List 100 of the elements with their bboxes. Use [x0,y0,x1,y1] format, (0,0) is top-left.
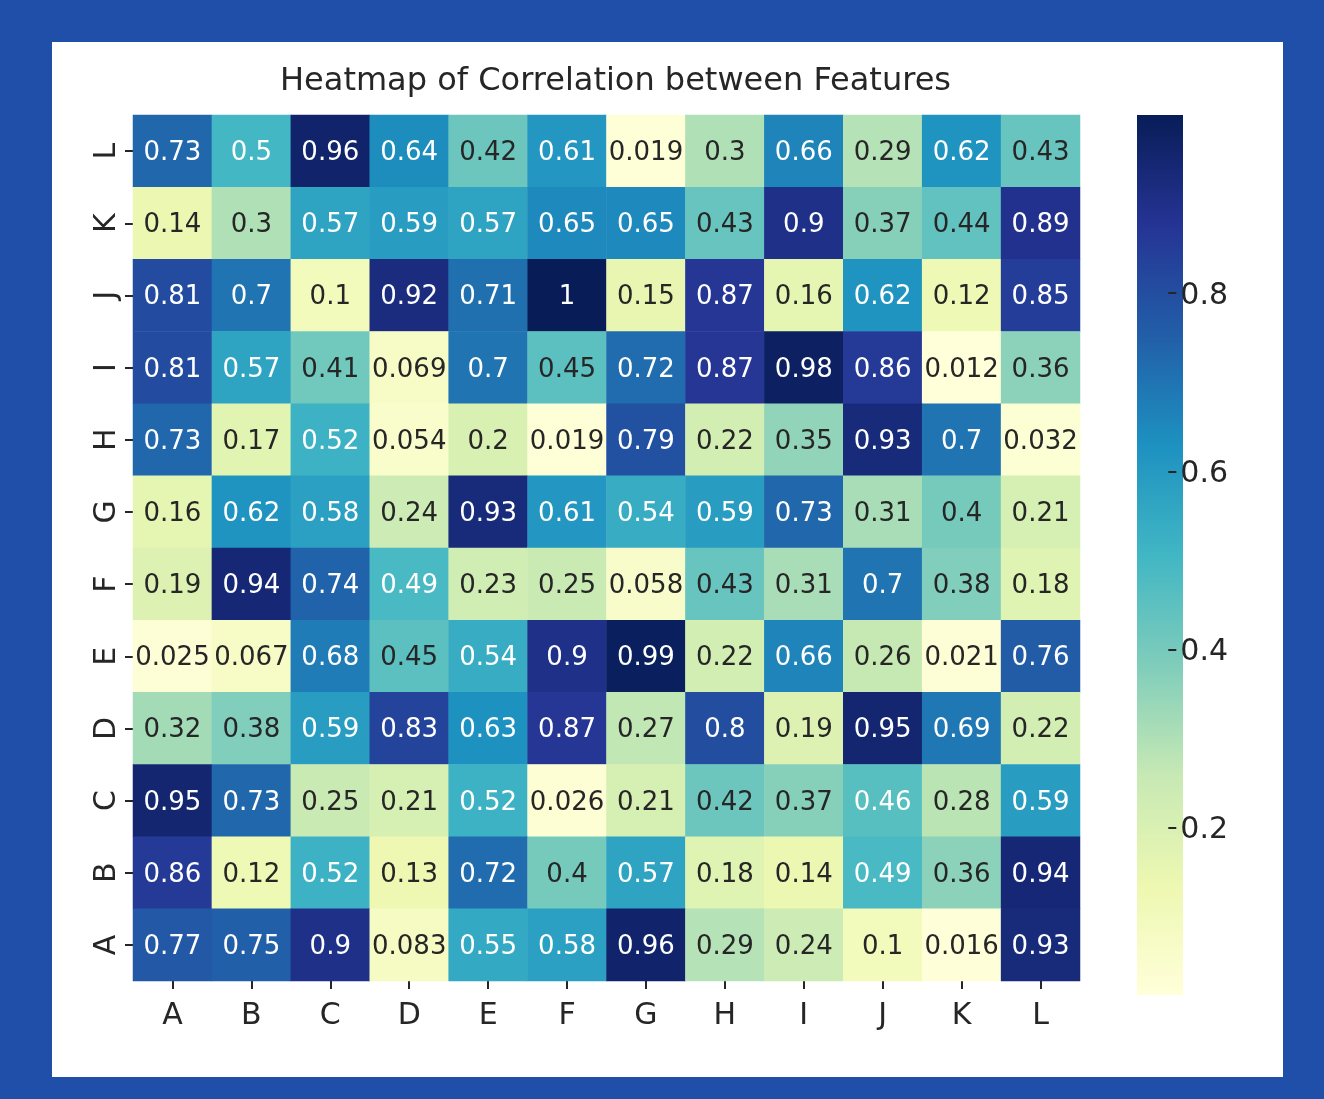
y-tick-label: I [86,363,122,373]
data-label: 0.49 [380,569,439,600]
data-label: 0.21 [617,785,675,816]
x-tick-label: L [1032,995,1050,1031]
data-label: 0.46 [853,785,912,816]
chart-title: Heatmap of Correlation between Features [280,60,951,98]
x-tick-label: K [951,995,973,1031]
data-label: 0.4 [546,857,588,888]
data-label: 0.1 [862,929,904,960]
x-tick-label: E [478,995,498,1031]
y-tick-label: D [86,716,122,740]
data-label: 0.57 [617,857,675,888]
data-label: 0.52 [301,857,360,888]
data-label: 0.18 [1011,569,1070,600]
data-label: 0.95 [143,785,202,816]
data-label: 0.45 [538,352,596,383]
data-label: 0.62 [932,136,991,167]
data-label: 0.016 [924,929,999,960]
data-label: 0.62 [222,496,281,527]
data-label: 0.69 [932,713,991,744]
data-label: 0.89 [1011,208,1070,239]
data-label: 0.13 [380,857,439,888]
x-tick-label: F [558,995,576,1031]
data-label: 0.99 [617,641,675,672]
y-tick-label: F [86,575,122,593]
data-label: 0.68 [301,641,360,672]
data-label: 0.019 [529,424,605,455]
data-label: 0.59 [695,496,754,527]
data-label: 0.52 [301,424,360,455]
y-tick-label: G [86,500,122,524]
data-label: 0.62 [853,280,912,311]
data-label: 0.96 [617,929,675,960]
data-label: 0.17 [222,424,281,455]
data-label: 0.5 [230,136,273,167]
data-label: 0.22 [1011,713,1070,744]
data-label: 0.3 [704,136,746,167]
data-label: 0.93 [853,424,912,455]
data-label: 0.63 [459,713,518,744]
data-label: 0.87 [695,352,754,383]
data-label: 0.019 [608,136,684,167]
data-label: 0.067 [214,641,289,672]
data-label: 0.19 [774,713,833,744]
data-label: 0.054 [371,424,447,455]
data-label: 0.85 [1011,280,1070,311]
data-label: 0.032 [1003,424,1078,455]
y-tick-label: J [86,290,122,302]
data-label: 0.73 [222,785,281,816]
data-label: 0.37 [853,208,912,239]
data-label: 0.94 [222,569,281,600]
data-label: 0.22 [695,641,754,672]
y-tick-label: K [86,212,122,234]
data-label: 0.71 [459,280,518,311]
data-label: 0.7 [467,352,509,383]
data-label: 0.65 [538,208,596,239]
data-label: 0.32 [143,713,202,744]
data-label: 0.95 [853,713,912,744]
data-label: 0.86 [853,352,912,383]
data-label: 0.87 [538,713,596,744]
data-label: 0.31 [853,496,912,527]
x-tick-label: H [713,995,737,1031]
data-label: 0.9 [546,641,588,672]
data-label: 0.81 [143,280,202,311]
x-tick-label: G [634,995,658,1031]
x-tick-label: A [162,995,184,1031]
data-label: 0.98 [774,352,833,383]
data-label: 0.52 [459,785,518,816]
data-label: 0.19 [143,569,202,600]
data-label: 0.54 [459,641,518,672]
data-label: 0.026 [529,785,605,816]
data-label: 0.57 [301,208,360,239]
data-label: 0.77 [143,929,202,960]
data-label: 0.43 [1011,136,1070,167]
x-tick-label: D [397,995,421,1031]
y-tick-label: H [86,428,122,452]
data-label: 0.58 [538,929,596,960]
data-label: 0.75 [222,929,281,960]
data-label: 0.66 [774,136,833,167]
data-label: 0.54 [617,496,675,527]
data-label: 0.058 [608,569,684,600]
data-label: 0.14 [774,857,833,888]
data-label: 0.24 [380,496,439,527]
data-label: 0.58 [301,496,360,527]
data-label: 0.025 [135,641,210,672]
data-label: 0.21 [1011,496,1070,527]
data-label: 0.9 [309,929,351,960]
data-label: 0.87 [695,280,754,311]
data-label: 0.44 [932,208,991,239]
data-label: 0.36 [1011,352,1070,383]
data-label: 0.38 [222,713,281,744]
y-tick-label: E [86,646,122,666]
data-label: 0.12 [932,280,991,311]
data-label: 1 [558,280,576,311]
y-tick-label: A [86,934,122,956]
data-label: 0.16 [143,496,202,527]
data-label: 0.72 [459,857,518,888]
data-label: 0.59 [301,713,360,744]
data-label: 0.7 [230,280,273,311]
data-label: 0.42 [459,136,518,167]
x-tick-label: I [799,995,809,1031]
data-label: 0.76 [1011,641,1070,672]
